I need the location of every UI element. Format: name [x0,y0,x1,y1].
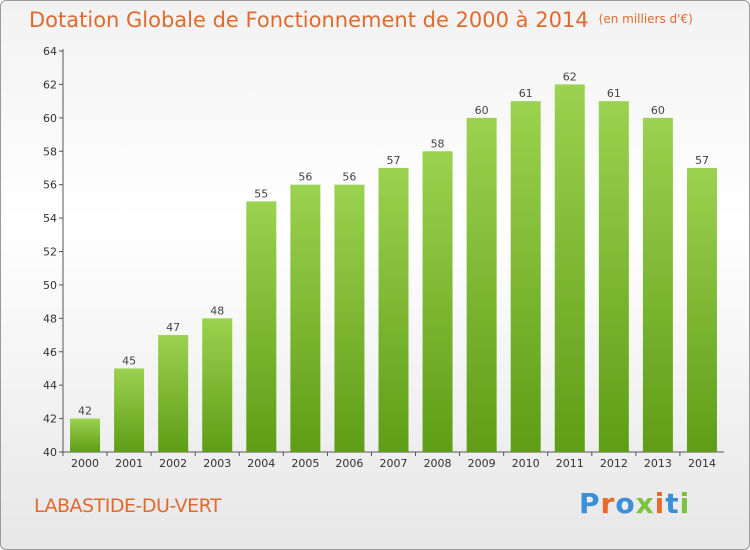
bar [510,101,541,452]
logo-letter: x [635,487,655,520]
logo-letter: i [679,487,691,520]
x-tick-label: 2004 [247,457,275,470]
y-tick-label: 44 [43,379,57,392]
logo-letter: r [600,487,616,520]
data-label: 60 [651,104,665,117]
data-label: 62 [563,70,577,83]
bar [290,184,321,452]
data-label: 61 [607,87,621,100]
bar [554,84,585,453]
y-tick-label: 40 [43,446,57,459]
data-label: 57 [695,154,709,167]
axes: 40 42 44 46 48 50 52 54 56 58 60 62 64 2000 2001 2002 20… [43,45,724,470]
data-label: 56 [342,171,356,184]
y-tick-label: 64 [43,45,57,58]
y-tick-label: 48 [43,312,57,325]
x-tick-label: 2005 [291,457,319,470]
x-tick-label: 2002 [159,457,187,470]
y-tick-label: 52 [43,246,57,259]
bar [642,117,673,452]
bar [334,184,365,452]
x-tick-label: 2014 [688,457,716,470]
x-tick-label: 2001 [115,457,143,470]
y-tick-label: 60 [43,112,57,125]
y-tick-label: 42 [43,413,57,426]
x-tick-label: 2010 [512,457,540,470]
x-tick-label: 2003 [203,457,231,470]
bar [598,101,629,452]
bar [466,117,497,452]
y-tick-label: 58 [43,145,57,158]
commune-name: LABASTIDE-DU-VERT [34,495,222,517]
unit-note: (en milliers d'€) [598,12,693,26]
data-label: 61 [519,87,533,100]
x-tick-label: 2013 [644,457,672,470]
data-label: 55 [254,187,268,200]
data-label: 60 [475,104,489,117]
x-tick-label: 2006 [335,457,363,470]
bar [378,167,409,453]
bar [158,335,189,452]
bar [422,151,453,452]
y-tick-label: 54 [43,212,57,225]
data-label: 58 [431,137,445,150]
x-tick-label: 2000 [71,457,99,470]
chart-title-text: Dotation Globale de Fonctionnement de 20… [29,8,589,32]
chart-title: Dotation Globale de Fonctionnement de 20… [29,8,693,32]
data-label: 47 [166,321,180,334]
y-tick-label: 50 [43,279,57,292]
y-tick-label: 46 [43,346,57,359]
data-label: 48 [210,304,224,317]
x-tick-label: 2011 [556,457,584,470]
bars: 42 45 47 48 55 56 56 57 58 60 61 62 61 60 57 [70,70,717,453]
proxiti-logo: Proxiti [579,487,690,520]
bar [686,167,717,453]
logo-letter: P [579,487,601,520]
bar [114,368,145,452]
y-tick-label: 56 [43,179,57,192]
data-label: 45 [122,354,136,367]
x-tick-label: 2012 [600,457,628,470]
logo-letter: o [615,487,636,520]
y-tick-label: 62 [43,78,57,91]
logo-letter: t [665,487,680,520]
bar [202,318,233,452]
logo-letter: i [654,487,666,520]
data-label: 42 [78,405,92,418]
bar [246,201,277,452]
data-label: 56 [298,171,312,184]
bar [70,418,101,452]
x-tick-label: 2009 [468,457,496,470]
data-label: 57 [387,154,401,167]
x-tick-label: 2008 [424,457,452,470]
x-tick-label: 2007 [380,457,408,470]
